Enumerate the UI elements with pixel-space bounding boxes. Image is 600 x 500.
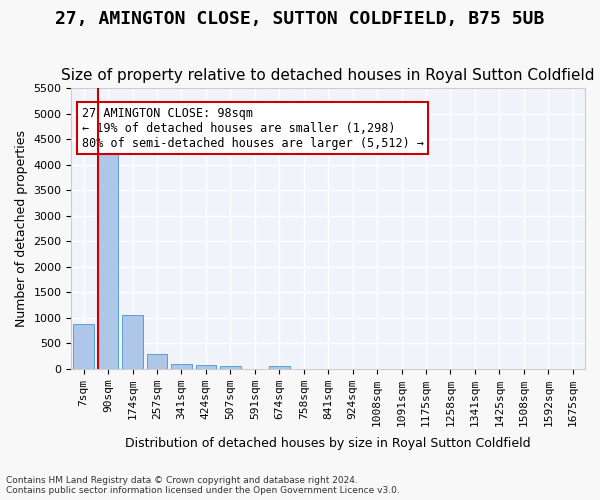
Bar: [146, 354, 167, 369]
Bar: [171, 364, 192, 369]
Title: Size of property relative to detached houses in Royal Sutton Coldfield: Size of property relative to detached ho…: [61, 68, 595, 83]
Bar: [122, 315, 143, 369]
Text: Contains HM Land Registry data © Crown copyright and database right 2024.
Contai: Contains HM Land Registry data © Crown c…: [6, 476, 400, 495]
Bar: [73, 324, 94, 369]
Text: 27, AMINGTON CLOSE, SUTTON COLDFIELD, B75 5UB: 27, AMINGTON CLOSE, SUTTON COLDFIELD, B7…: [55, 10, 545, 28]
Bar: [220, 366, 241, 369]
X-axis label: Distribution of detached houses by size in Royal Sutton Coldfield: Distribution of detached houses by size …: [125, 437, 531, 450]
Text: 27 AMINGTON CLOSE: 98sqm
← 19% of detached houses are smaller (1,298)
80% of sem: 27 AMINGTON CLOSE: 98sqm ← 19% of detach…: [82, 106, 424, 150]
Bar: [196, 364, 217, 369]
Bar: [269, 366, 290, 369]
Y-axis label: Number of detached properties: Number of detached properties: [15, 130, 28, 327]
Bar: [98, 136, 118, 369]
